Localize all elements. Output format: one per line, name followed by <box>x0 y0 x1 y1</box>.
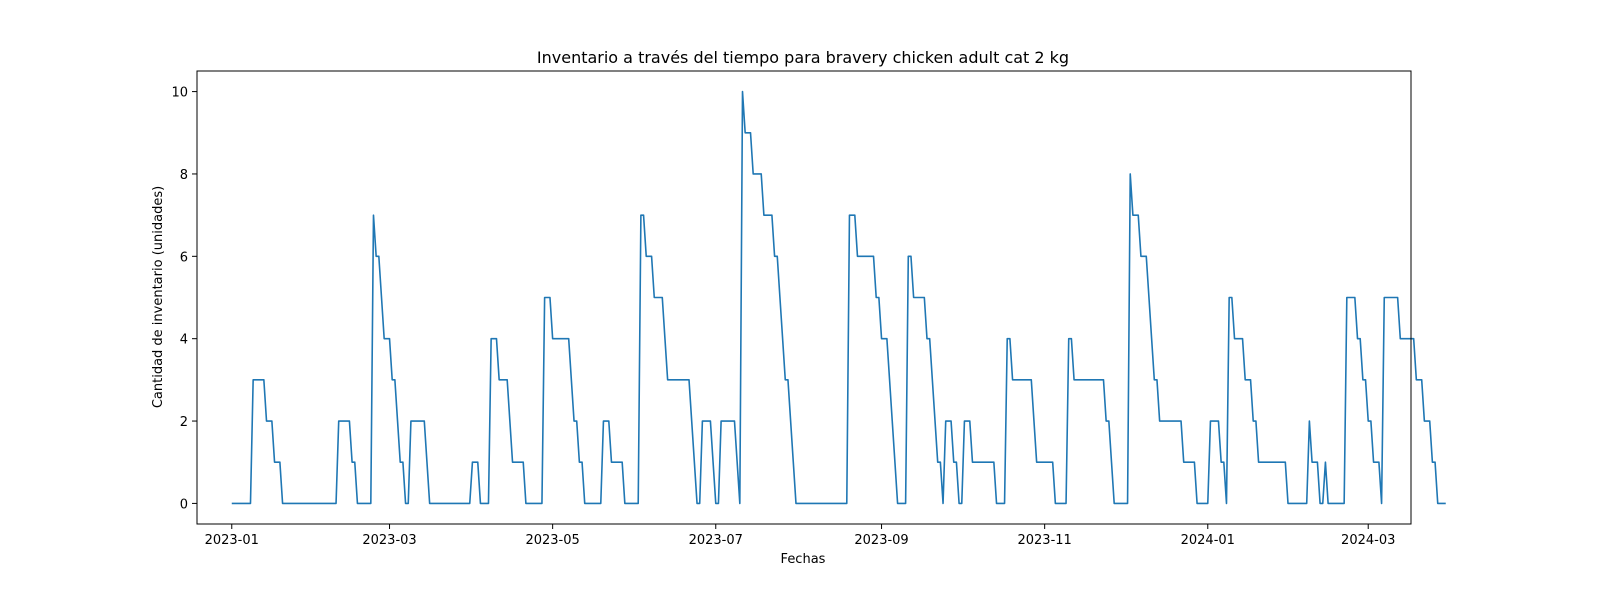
x-tick-label: 2023-09 <box>854 533 908 548</box>
x-tick-label: 2023-03 <box>362 533 416 548</box>
x-tick-label: 2024-03 <box>1341 533 1395 548</box>
y-tick-label: 0 <box>180 497 188 512</box>
x-tick-label: 2023-11 <box>1017 533 1071 548</box>
y-tick-label: 2 <box>180 415 188 430</box>
x-axis-label: Fechas <box>781 552 826 567</box>
y-tick-label: 10 <box>171 86 188 101</box>
y-tick-label: 6 <box>180 250 188 265</box>
x-tick-label: 2023-07 <box>689 533 743 548</box>
y-tick-label: 4 <box>180 333 188 348</box>
y-tick-label: 8 <box>180 168 188 183</box>
series-line-0 <box>231 90 1446 505</box>
x-tick-label: 2023-05 <box>525 533 579 548</box>
chart-title: Inventario a través del tiempo para brav… <box>537 48 1069 67</box>
y-axis-label: Cantidad de inventario (unidades) <box>151 186 166 408</box>
plot-frame <box>196 70 1412 525</box>
plot-area <box>196 70 1446 525</box>
x-tick-label: 2024-01 <box>1181 533 1235 548</box>
x-tick-label: 2023-01 <box>205 533 259 548</box>
x-axis: 2023-01 2023-03 2023-05 2023-07 2023-09 2023-… <box>205 524 1395 548</box>
y-axis: 0 2 4 6 8 10 <box>171 86 197 512</box>
